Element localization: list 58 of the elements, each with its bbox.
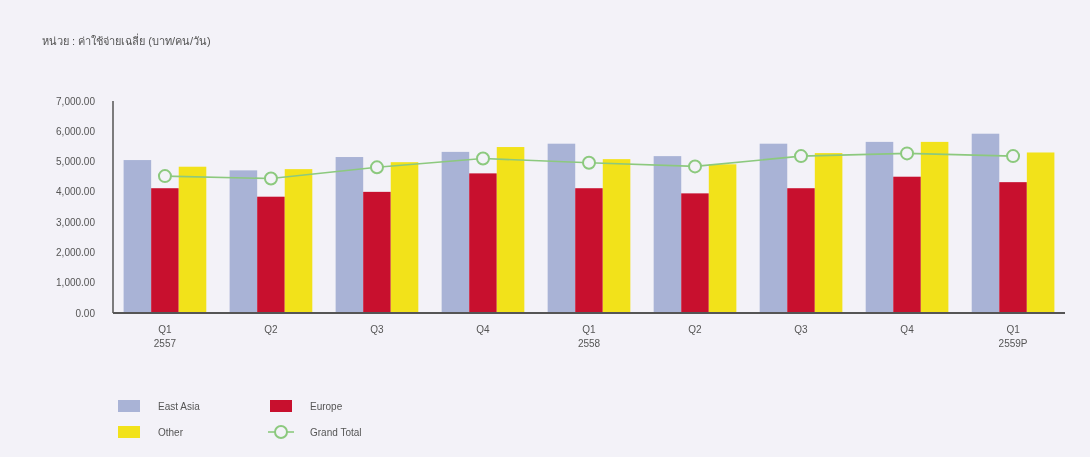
y-tick-label: 0.00 [75, 307, 96, 319]
point [157, 169, 172, 184]
bar [999, 182, 1027, 313]
legend-label: Grand Total [310, 426, 362, 438]
bar [681, 193, 709, 313]
bar [229, 170, 258, 313]
point [475, 151, 490, 166]
bar [390, 162, 419, 313]
point [1006, 149, 1021, 164]
bar [787, 188, 815, 313]
bar [123, 160, 152, 313]
bar [814, 153, 843, 313]
bar [151, 188, 179, 313]
x-tick-label: Q3 [370, 324, 385, 335]
x-tick-label: Q2 [264, 324, 279, 335]
x-tick-label: Q1 2558 [577, 324, 601, 349]
y-axis-title: หน่วย : ค่าใช้จ่ายเฉลี่ย (บาท/คน/วัน) [42, 33, 211, 47]
y-tick-label: 5,000.00 [56, 156, 96, 168]
bar [759, 143, 788, 313]
bar [971, 133, 1000, 313]
point [688, 159, 703, 174]
bar [257, 196, 285, 313]
bar [363, 191, 391, 313]
bar [178, 166, 207, 313]
bar [496, 147, 525, 313]
legend-label: Europe [310, 400, 343, 412]
bar [653, 156, 682, 313]
y-tick-label: 7,000.00 [56, 95, 96, 107]
y-tick-label: 4,000.00 [56, 186, 96, 198]
x-tick-label: Q1 2557 [153, 324, 177, 349]
point [263, 171, 278, 186]
x-tick-label: Q3 [794, 324, 809, 335]
bar [575, 188, 603, 313]
y-tick-label: 6,000.00 [56, 125, 96, 137]
x-tick-label: Q2 [688, 324, 703, 335]
bar [469, 173, 497, 313]
bar [865, 141, 894, 313]
x-tick-label: Q1 2559P [998, 324, 1028, 349]
bar [1026, 152, 1055, 313]
legend-label: East Asia [158, 400, 201, 412]
bar [335, 157, 364, 313]
y-tick-label: 2,000.00 [56, 246, 96, 258]
y-tick-label: 3,000.00 [56, 216, 96, 228]
bar [284, 169, 313, 313]
x-tick-label: Q4 [900, 324, 915, 335]
y-tick-label: 1,000.00 [56, 277, 96, 289]
point [369, 160, 384, 175]
point [582, 155, 596, 170]
bar [920, 141, 949, 313]
bar [893, 176, 921, 313]
bar [602, 159, 631, 313]
x-tick-label: Q4 [476, 324, 491, 335]
point [900, 146, 915, 161]
bar [708, 164, 737, 313]
point [794, 149, 809, 164]
legend-label: Other [158, 426, 184, 438]
bar [547, 143, 576, 313]
bar [441, 151, 470, 313]
